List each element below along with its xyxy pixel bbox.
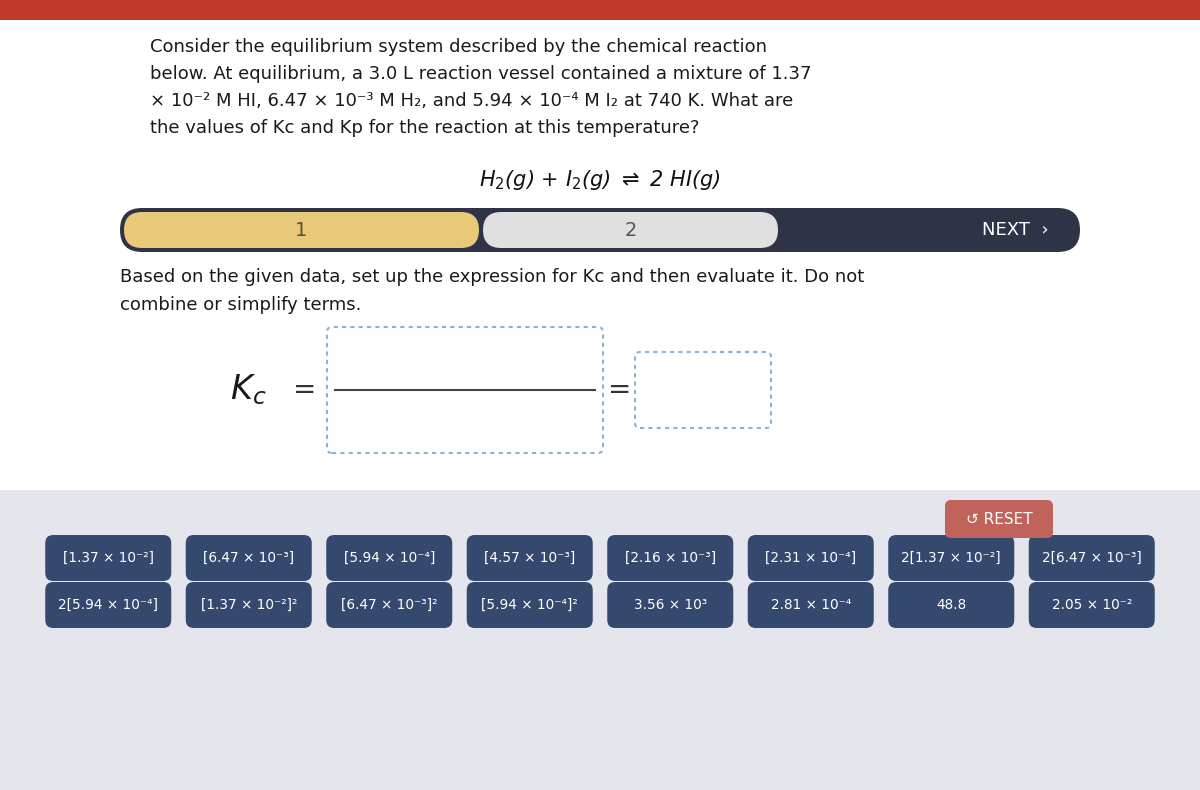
Text: combine or simplify terms.: combine or simplify terms.	[120, 296, 361, 314]
FancyBboxPatch shape	[124, 212, 479, 248]
FancyBboxPatch shape	[186, 582, 312, 628]
Text: H$_2$(g) + I$_2$(g) $\rightleftharpoons$ 2 HI(g): H$_2$(g) + I$_2$(g) $\rightleftharpoons$…	[479, 168, 721, 192]
Text: Consider the equilibrium system described by the chemical reaction: Consider the equilibrium system describe…	[150, 38, 767, 56]
Text: =: =	[293, 376, 317, 404]
Text: 48.8: 48.8	[936, 598, 966, 612]
FancyBboxPatch shape	[326, 582, 452, 628]
Text: [2.16 × 10⁻³]: [2.16 × 10⁻³]	[625, 551, 716, 565]
FancyBboxPatch shape	[1028, 582, 1154, 628]
Bar	[0, 490, 1200, 790]
Text: [6.47 × 10⁻³]²: [6.47 × 10⁻³]²	[341, 598, 438, 612]
Text: K$_c$: K$_c$	[229, 373, 266, 408]
Text: × 10⁻² M HI, 6.47 × 10⁻³ M H₂, and 5.94 × 10⁻⁴ M I₂ at 740 K. What are: × 10⁻² M HI, 6.47 × 10⁻³ M H₂, and 5.94 …	[150, 92, 793, 110]
Text: 1: 1	[295, 220, 307, 239]
Text: =: =	[608, 376, 631, 404]
FancyBboxPatch shape	[120, 208, 1080, 252]
FancyBboxPatch shape	[607, 582, 733, 628]
FancyBboxPatch shape	[888, 535, 1014, 581]
FancyBboxPatch shape	[467, 535, 593, 581]
Text: 2.81 × 10⁻⁴: 2.81 × 10⁻⁴	[770, 598, 851, 612]
Text: 2[6.47 × 10⁻³]: 2[6.47 × 10⁻³]	[1042, 551, 1141, 565]
FancyBboxPatch shape	[326, 535, 452, 581]
FancyBboxPatch shape	[888, 582, 1014, 628]
FancyBboxPatch shape	[748, 535, 874, 581]
Text: 2: 2	[624, 220, 637, 239]
FancyBboxPatch shape	[46, 535, 172, 581]
FancyBboxPatch shape	[467, 582, 593, 628]
Text: [5.94 × 10⁻⁴]²: [5.94 × 10⁻⁴]²	[481, 598, 578, 612]
Text: [1.37 × 10⁻²]: [1.37 × 10⁻²]	[62, 551, 154, 565]
Text: [6.47 × 10⁻³]: [6.47 × 10⁻³]	[203, 551, 294, 565]
Text: [2.31 × 10⁻⁴]: [2.31 × 10⁻⁴]	[766, 551, 857, 565]
FancyBboxPatch shape	[482, 212, 778, 248]
Text: NEXT  ›: NEXT ›	[982, 221, 1049, 239]
Text: the values of Kc and Kp for the reaction at this temperature?: the values of Kc and Kp for the reaction…	[150, 119, 700, 137]
FancyBboxPatch shape	[1028, 535, 1154, 581]
Text: ↺ RESET: ↺ RESET	[966, 511, 1032, 526]
FancyBboxPatch shape	[186, 535, 312, 581]
FancyBboxPatch shape	[635, 352, 772, 428]
FancyBboxPatch shape	[946, 500, 1054, 538]
Bar	[0, 0, 1200, 20]
Text: [5.94 × 10⁻⁴]: [5.94 × 10⁻⁴]	[343, 551, 434, 565]
Text: [1.37 × 10⁻²]²: [1.37 × 10⁻²]²	[200, 598, 296, 612]
FancyBboxPatch shape	[46, 582, 172, 628]
Text: 2.05 × 10⁻²: 2.05 × 10⁻²	[1051, 598, 1132, 612]
FancyBboxPatch shape	[326, 327, 604, 453]
Text: [4.57 × 10⁻³]: [4.57 × 10⁻³]	[484, 551, 575, 565]
Text: Based on the given data, set up the expression for Kc and then evaluate it. Do n: Based on the given data, set up the expr…	[120, 268, 864, 286]
FancyBboxPatch shape	[748, 582, 874, 628]
Bar	[0, 20, 1200, 490]
Text: below. At equilibrium, a 3.0 L reaction vessel contained a mixture of 1.37: below. At equilibrium, a 3.0 L reaction …	[150, 65, 811, 83]
Text: 3.56 × 10³: 3.56 × 10³	[634, 598, 707, 612]
Text: 2[1.37 × 10⁻²]: 2[1.37 × 10⁻²]	[901, 551, 1001, 565]
FancyBboxPatch shape	[607, 535, 733, 581]
Text: 2[5.94 × 10⁻⁴]: 2[5.94 × 10⁻⁴]	[59, 598, 158, 612]
